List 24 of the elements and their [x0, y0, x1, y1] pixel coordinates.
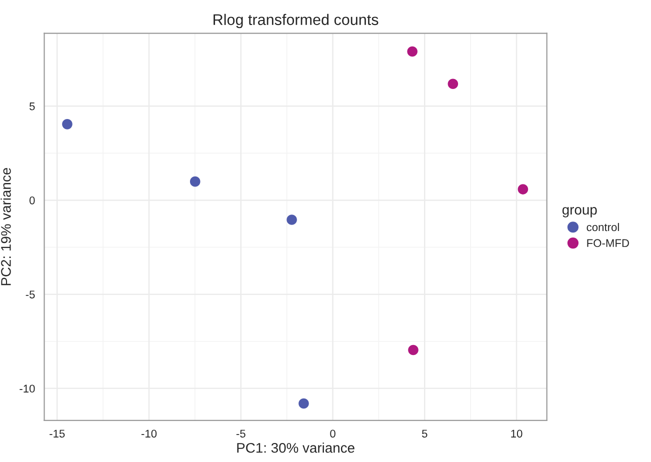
- x-tick-label: -5: [236, 430, 246, 438]
- x-tick-label: 5: [422, 430, 428, 438]
- chart-title: Rlog transformed counts: [214, 14, 378, 28]
- x-tick-label: -10: [141, 430, 157, 438]
- x-tick-label: 0: [330, 430, 336, 438]
- legend-title: group: [562, 207, 597, 218]
- point: [518, 184, 528, 194]
- x-axis-title: PC1: 30% variance: [237, 442, 354, 453]
- y-tick-label: -5: [26, 290, 35, 298]
- x-tick-label: 10: [511, 430, 522, 438]
- point: [190, 176, 200, 187]
- x-tick-label: -15: [50, 430, 65, 438]
- point: [298, 398, 309, 409]
- legend-label: FO-MFD: [587, 239, 629, 248]
- y-tick-label: 5: [30, 102, 35, 110]
- legend-label: control: [586, 222, 619, 232]
- point: [286, 214, 297, 225]
- y-tick-label: -10: [20, 384, 35, 393]
- point: [448, 78, 458, 90]
- y-axis-title: PC2: 19% variance: [0, 168, 11, 286]
- point: [62, 119, 72, 130]
- point: [408, 344, 418, 356]
- point: [407, 46, 418, 57]
- y-tick-label: 0: [29, 196, 35, 204]
